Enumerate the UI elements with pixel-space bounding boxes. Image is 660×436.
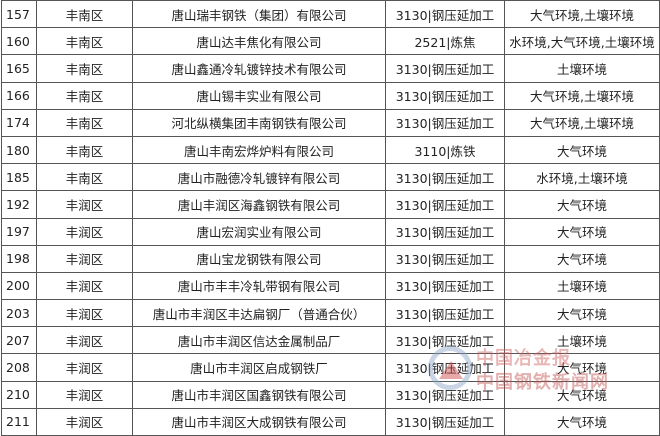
cell-industry: 3130|钢压延加工 (385, 380, 505, 409)
cell-industry: 3130|钢压延加工 (385, 81, 505, 110)
cell-district: 丰南区 (36, 0, 133, 29)
cell-industry: 3130|钢压延加工 (385, 108, 505, 137)
cell-company: 唐山市丰润区大成钢铁有限公司 (132, 407, 386, 436)
cell-industry: 3130|钢压延加工 (385, 271, 505, 301)
cell-industry: 2521|炼焦 (385, 27, 505, 56)
cell-id: 174 (1, 108, 37, 137)
table-row: 157 丰南区 唐山瑞丰钢铁（集团）有限公司 3130|钢压延加工 大气环境,土壤环境 (1, 0, 660, 29)
cell-district: 丰润区 (36, 244, 133, 273)
cell-company: 唐山鑫通冷轧镀锌技术有限公司 (132, 54, 386, 83)
table-row: 180 丰南区 唐山丰南宏烨炉料有限公司 3110|炼铁 大气环境 (1, 135, 660, 165)
cell-industry: 3130|钢压延加工 (385, 190, 505, 219)
table-row: 166 丰南区 唐山锡丰实业有限公司 3130|钢压延加工 大气环境,土壤环境 (1, 81, 660, 110)
cell-environment: 土壤环境 (504, 54, 660, 83)
cell-environment: 大气环境 (504, 380, 660, 409)
cell-company: 唐山丰南宏烨炉料有限公司 (132, 135, 386, 165)
cell-company: 唐山宝龙钢铁有限公司 (132, 244, 386, 273)
cell-district: 丰润区 (36, 380, 133, 409)
cell-industry: 3130|钢压延加工 (385, 353, 505, 382)
cell-company: 唐山瑞丰钢铁（集团）有限公司 (132, 0, 386, 29)
cell-environment: 大气环境 (504, 244, 660, 273)
cell-environment: 大气环境 (504, 217, 660, 246)
cell-district: 丰南区 (36, 81, 133, 110)
cell-district: 丰润区 (36, 217, 133, 246)
cell-id: 210 (1, 380, 37, 409)
cell-company: 河北纵横集团丰南钢铁有限公司 (132, 108, 386, 137)
cell-district: 丰南区 (36, 54, 133, 83)
cell-id: 157 (1, 0, 37, 29)
table-row: 208 丰润区 唐山市丰润区启成钢铁厂 3130|钢压延加工 大气环境 (1, 353, 660, 382)
cell-industry: 3130|钢压延加工 (385, 163, 505, 192)
cell-company: 唐山市融德冷轧镀锌有限公司 (132, 163, 386, 192)
cell-industry: 3130|钢压延加工 (385, 244, 505, 273)
table-row: 192 丰润区 唐山丰润区海鑫钢铁有限公司 3130|钢压延加工 大气环境 (1, 190, 660, 219)
table-row: 165 丰南区 唐山鑫通冷轧镀锌技术有限公司 3130|钢压延加工 土壤环境 (1, 54, 660, 83)
cell-district: 丰润区 (36, 271, 133, 301)
cell-industry: 3130|钢压延加工 (385, 299, 505, 328)
table-row: 185 丰南区 唐山市融德冷轧镀锌有限公司 3130|钢压延加工 水环境,土壤环境 (1, 163, 660, 192)
table-row: 198 丰润区 唐山宝龙钢铁有限公司 3130|钢压延加工 大气环境 (1, 244, 660, 273)
cell-environment: 水环境,土壤环境 (504, 163, 660, 192)
cell-id: 198 (1, 244, 37, 273)
cell-environment: 土壤环境 (504, 326, 660, 355)
cell-district: 丰润区 (36, 190, 133, 219)
cell-company: 唐山市丰润区丰达扁钢厂（普通合伙） (132, 299, 386, 328)
cell-company: 唐山达丰焦化有限公司 (132, 27, 386, 56)
table-row: 174 丰南区 河北纵横集团丰南钢铁有限公司 3130|钢压延加工 大气环境,土壤环境 (1, 108, 660, 137)
cell-environment: 大气环境,土壤环境 (504, 108, 660, 137)
table-row: 210 丰润区 唐山市丰润区国鑫钢铁有限公司 3130|钢压延加工 大气环境 (1, 380, 660, 409)
cell-district: 丰润区 (36, 299, 133, 328)
cell-id: 208 (1, 353, 37, 382)
cell-environment: 土壤环境 (504, 271, 660, 301)
cell-environment: 水环境,大气环境,土壤环境 (504, 27, 660, 56)
cell-company: 唐山宏润实业有限公司 (132, 217, 386, 246)
cell-industry: 3130|钢压延加工 (385, 217, 505, 246)
cell-environment: 大气环境,土壤环境 (504, 81, 660, 110)
cell-company: 唐山丰润区海鑫钢铁有限公司 (132, 190, 386, 219)
cell-id: 200 (1, 271, 37, 301)
cell-company: 唐山市丰润区启成钢铁厂 (132, 353, 386, 382)
table-row: 207 丰润区 唐山市丰润区信达金属制品厂 3130|钢压延加工 土壤环境 (1, 326, 660, 355)
table-row: 200 丰润区 唐山市丰丰冷轧带钢有限公司 3130|钢压延加工 土壤环境 (1, 271, 660, 301)
cell-id: 185 (1, 163, 37, 192)
cell-district: 丰南区 (36, 163, 133, 192)
cell-industry: 3130|钢压延加工 (385, 407, 505, 436)
cell-id: 197 (1, 217, 37, 246)
cell-industry: 3130|钢压延加工 (385, 54, 505, 83)
cell-environment: 大气环境 (504, 353, 660, 382)
cell-id: 203 (1, 299, 37, 328)
cell-environment: 大气环境 (504, 135, 660, 165)
cell-district: 丰润区 (36, 326, 133, 355)
cell-company: 唐山市丰润区信达金属制品厂 (132, 326, 386, 355)
cell-company: 唐山锡丰实业有限公司 (132, 81, 386, 110)
cell-id: 166 (1, 81, 37, 110)
cell-id: 165 (1, 54, 37, 83)
cell-district: 丰南区 (36, 135, 133, 165)
cell-industry: 3130|钢压延加工 (385, 326, 505, 355)
cell-id: 160 (1, 27, 37, 56)
cell-district: 丰南区 (36, 108, 133, 137)
cell-environment: 大气环境 (504, 407, 660, 436)
cell-environment: 大气环境 (504, 299, 660, 328)
cell-industry: 3110|炼铁 (385, 135, 505, 165)
cell-district: 丰润区 (36, 353, 133, 382)
cell-district: 丰南区 (36, 27, 133, 56)
cell-company: 唐山市丰丰冷轧带钢有限公司 (132, 271, 386, 301)
cell-company: 唐山市丰润区国鑫钢铁有限公司 (132, 380, 386, 409)
cell-id: 192 (1, 190, 37, 219)
cell-district: 丰润区 (36, 407, 133, 436)
cell-environment: 大气环境,土壤环境 (504, 0, 660, 29)
table-row: 197 丰润区 唐山宏润实业有限公司 3130|钢压延加工 大气环境 (1, 217, 660, 246)
cell-environment: 大气环境 (504, 190, 660, 219)
cell-id: 211 (1, 407, 37, 436)
table-row: 211 丰润区 唐山市丰润区大成钢铁有限公司 3130|钢压延加工 大气环境 (1, 407, 660, 436)
cell-industry: 3130|钢压延加工 (385, 0, 505, 29)
cell-id: 207 (1, 326, 37, 355)
cell-id: 180 (1, 135, 37, 165)
table-row: 160 丰南区 唐山达丰焦化有限公司 2521|炼焦 水环境,大气环境,土壤环境 (1, 27, 660, 56)
table-row: 203 丰润区 唐山市丰润区丰达扁钢厂（普通合伙） 3130|钢压延加工 大气环境 (1, 299, 660, 328)
